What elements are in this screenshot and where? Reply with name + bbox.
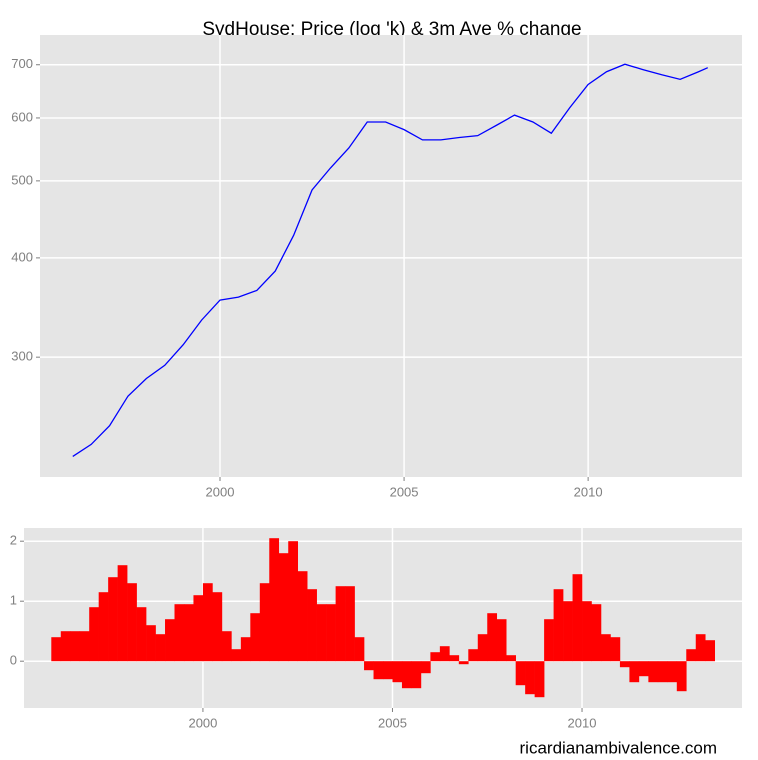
bar — [468, 649, 479, 662]
bar — [174, 604, 185, 662]
chart-title: SydHouse: Price (log 'k) & 3m Ave % chan… — [202, 19, 581, 40]
y-tick-label: 1 — [10, 593, 17, 608]
bar — [458, 661, 469, 665]
bar — [240, 637, 251, 662]
bar — [307, 589, 317, 662]
price-line — [72, 63, 709, 458]
bar — [401, 661, 412, 689]
bar — [98, 592, 109, 662]
bar — [316, 604, 327, 662]
bar — [487, 613, 498, 662]
bar — [534, 661, 545, 698]
y-tick-label: 2 — [10, 533, 17, 548]
bar — [676, 661, 687, 692]
bar — [449, 655, 460, 662]
bar — [108, 577, 118, 662]
bar — [544, 619, 554, 662]
bar — [648, 661, 659, 683]
bar — [221, 631, 232, 662]
bar — [582, 601, 592, 662]
bar — [591, 604, 602, 662]
bar — [250, 613, 261, 662]
bar — [79, 631, 90, 662]
bar — [117, 565, 128, 662]
bar — [269, 538, 280, 662]
bar — [439, 646, 450, 662]
x-tick-label: 2010 — [574, 484, 603, 499]
bar — [335, 586, 346, 662]
bar — [553, 589, 564, 662]
bar — [506, 655, 516, 662]
bar — [155, 634, 166, 662]
bar — [695, 634, 706, 662]
bar — [373, 661, 384, 680]
bar — [610, 637, 621, 662]
watermark: ricardianambivalence.com — [520, 738, 717, 757]
bar — [392, 661, 403, 683]
y-tick-label: 500 — [11, 172, 33, 187]
bar — [326, 604, 336, 662]
plot-panel — [40, 35, 742, 477]
bar — [193, 595, 204, 662]
bar — [60, 631, 71, 662]
bar — [430, 652, 441, 662]
bar — [288, 541, 299, 662]
x-tick-label: 2010 — [568, 715, 597, 730]
bar — [364, 661, 374, 671]
x-tick-label: 2000 — [206, 484, 235, 499]
bar — [657, 661, 668, 683]
bar — [259, 583, 270, 662]
x-tick-label: 2005 — [390, 484, 419, 499]
bar — [212, 592, 223, 662]
x-tick-label: 2005 — [378, 715, 407, 730]
y-tick-label: 300 — [11, 349, 33, 364]
bar — [420, 661, 431, 674]
bar — [51, 637, 62, 662]
bar — [629, 661, 640, 683]
y-tick-label: 700 — [11, 56, 33, 71]
bar — [136, 607, 147, 662]
bar — [619, 661, 630, 668]
bar — [127, 583, 137, 662]
bar — [383, 661, 393, 680]
bar — [231, 649, 242, 662]
bar — [638, 661, 649, 677]
x-tick-label: 2000 — [188, 715, 217, 730]
bar — [411, 661, 422, 689]
bar — [705, 640, 716, 662]
bar — [202, 583, 213, 662]
bar — [70, 631, 81, 662]
bar — [686, 649, 697, 662]
bar — [477, 634, 488, 662]
bar — [297, 571, 308, 662]
y-tick-label: 600 — [11, 109, 33, 124]
bar — [525, 661, 535, 695]
bar — [165, 619, 175, 662]
bar — [146, 625, 156, 662]
bar — [667, 661, 678, 683]
y-tick-label: 0 — [10, 653, 17, 668]
bar — [496, 619, 507, 662]
bar — [345, 586, 355, 662]
bar — [354, 637, 365, 662]
bar — [572, 574, 583, 662]
bar — [183, 604, 194, 662]
bar — [563, 601, 573, 662]
bar — [278, 553, 289, 662]
y-tick-label: 400 — [11, 249, 33, 264]
bar — [515, 661, 526, 686]
bar — [600, 634, 611, 662]
bar — [89, 607, 99, 662]
